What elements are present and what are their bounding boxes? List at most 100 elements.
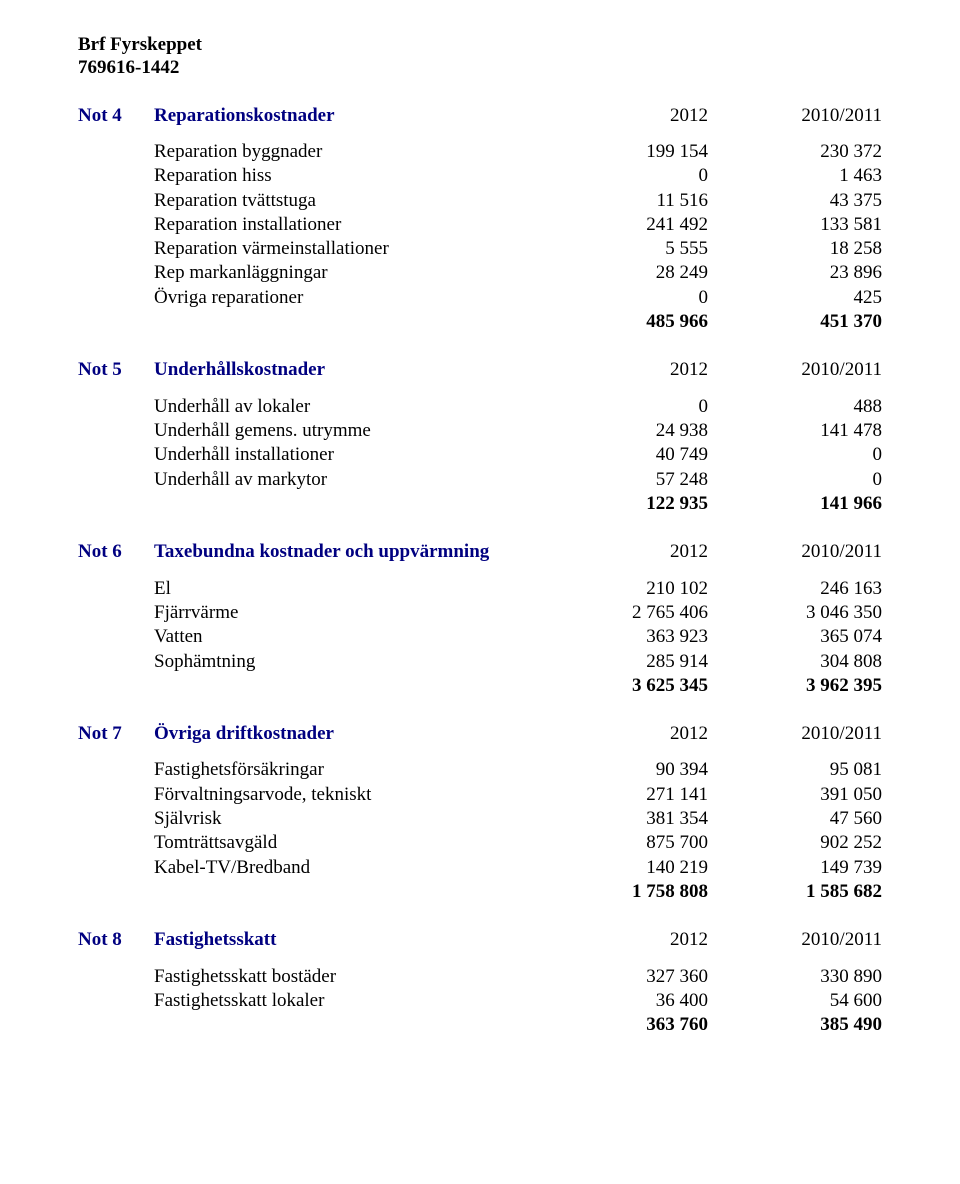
row-value-1: 40 749 [538, 443, 708, 467]
table-row: Reparation installationer241 492133 581 [78, 213, 882, 237]
row-label: Underhåll av markytor [154, 468, 538, 492]
note-section: Not 5Underhållskostnader20122010/2011 Und… [78, 358, 882, 516]
table-row: Självrisk381 35447 560 [78, 807, 882, 831]
row-value-2: 330 890 [708, 965, 882, 989]
row-value-1: 381 354 [538, 807, 708, 831]
row-value-1: 241 492 [538, 213, 708, 237]
row-value-2: 902 252 [708, 831, 882, 855]
row-value-1: 0 [538, 164, 708, 188]
total-value-1: 122 935 [538, 492, 708, 516]
total-label [154, 1013, 538, 1037]
total-value-1: 485 966 [538, 310, 708, 334]
row-label: Reparation byggnader [154, 140, 538, 164]
row-label: Fastighetsskatt bostäder [154, 965, 538, 989]
notes-container: Not 4Reparationskostnader20122010/2011 Re… [78, 104, 882, 1038]
row-value-2: 304 808 [708, 650, 882, 674]
row-value-2: 18 258 [708, 237, 882, 261]
note-col-spacer [78, 831, 154, 855]
total-value-1: 3 625 345 [538, 674, 708, 698]
note-col-spacer [78, 807, 154, 831]
note-col-spacer [78, 650, 154, 674]
row-value-1: 36 400 [538, 989, 708, 1013]
row-label: Fastighetsskatt lokaler [154, 989, 538, 1013]
table-row: Fastighetsskatt bostäder327 360330 890 [78, 965, 882, 989]
table-row: Fastighetsskatt lokaler36 40054 600 [78, 989, 882, 1013]
row-value-2: 95 081 [708, 758, 882, 782]
table-row: Förvaltningsarvode, tekniskt271 141391 0… [78, 783, 882, 807]
note-col-spacer [78, 965, 154, 989]
row-label: Förvaltningsarvode, tekniskt [154, 783, 538, 807]
row-value-1: 24 938 [538, 419, 708, 443]
total-label [154, 880, 538, 904]
table-row: Reparation värmeinstallationer5 55518 25… [78, 237, 882, 261]
table-row: Sophämtning285 914304 808 [78, 650, 882, 674]
table-row: Vatten363 923365 074 [78, 625, 882, 649]
row-value-2: 149 739 [708, 856, 882, 880]
row-value-1: 2 765 406 [538, 601, 708, 625]
note-col-spacer [78, 419, 154, 443]
note-col-spacer [78, 880, 154, 904]
row-label: Underhåll installationer [154, 443, 538, 467]
row-label: Reparation värmeinstallationer [154, 237, 538, 261]
note-header-row: Not 8Fastighetsskatt20122010/2011 [78, 928, 882, 952]
note-col-spacer [78, 140, 154, 164]
total-label [154, 492, 538, 516]
total-row: 1 758 8081 585 682 [78, 880, 882, 904]
total-value-2: 385 490 [708, 1013, 882, 1037]
table-row: Rep markanläggningar28 24923 896 [78, 261, 882, 285]
note-col-spacer [78, 164, 154, 188]
row-label: Reparation hiss [154, 164, 538, 188]
row-value-1: 363 923 [538, 625, 708, 649]
row-value-1: 28 249 [538, 261, 708, 285]
row-value-1: 5 555 [538, 237, 708, 261]
total-row: 485 966451 370 [78, 310, 882, 334]
table-row: Underhåll av markytor57 2480 [78, 468, 882, 492]
total-label [154, 310, 538, 334]
note-id: Not 4 [78, 104, 154, 128]
row-label: Fjärrvärme [154, 601, 538, 625]
row-value-1: 271 141 [538, 783, 708, 807]
note-col-spacer [78, 625, 154, 649]
note-header-row: Not 4Reparationskostnader20122010/2011 [78, 104, 882, 128]
column-header-2: 2010/2011 [708, 104, 882, 128]
row-value-2: 365 074 [708, 625, 882, 649]
note-col-spacer [78, 783, 154, 807]
column-header-2: 2010/2011 [708, 928, 882, 952]
row-value-2: 141 478 [708, 419, 882, 443]
note-title: Taxebundna kostnader och uppvärmning [154, 540, 538, 564]
table-row: Fjärrvärme2 765 4063 046 350 [78, 601, 882, 625]
row-value-1: 90 394 [538, 758, 708, 782]
note-section: Not 6Taxebundna kostnader och uppvärmnin… [78, 540, 882, 698]
row-value-2: 1 463 [708, 164, 882, 188]
row-label: Underhåll gemens. utrymme [154, 419, 538, 443]
column-header-2: 2010/2011 [708, 358, 882, 382]
row-value-2: 488 [708, 395, 882, 419]
note-section: Not 4Reparationskostnader20122010/2011 Re… [78, 104, 882, 335]
table-row: Underhåll gemens. utrymme24 938141 478 [78, 419, 882, 443]
row-value-1: 0 [538, 286, 708, 310]
column-header-1: 2012 [538, 104, 708, 128]
total-value-1: 1 758 808 [538, 880, 708, 904]
note-col-spacer [78, 443, 154, 467]
row-label: Självrisk [154, 807, 538, 831]
row-label: Reparation installationer [154, 213, 538, 237]
row-value-2: 47 560 [708, 807, 882, 831]
note-col-spacer [78, 213, 154, 237]
row-value-1: 327 360 [538, 965, 708, 989]
row-label: Rep markanläggningar [154, 261, 538, 285]
note-title: Fastighetsskatt [154, 928, 538, 952]
note-col-spacer [78, 758, 154, 782]
note-id: Not 6 [78, 540, 154, 564]
row-value-2: 133 581 [708, 213, 882, 237]
note-col-spacer [78, 492, 154, 516]
note-col-spacer [78, 989, 154, 1013]
note-col-spacer [78, 261, 154, 285]
note-col-spacer [78, 674, 154, 698]
note-header-row: Not 7Övriga driftkostnader20122010/2011 [78, 722, 882, 746]
total-label [154, 674, 538, 698]
note-header-row: Not 5Underhållskostnader20122010/2011 [78, 358, 882, 382]
note-col-spacer [78, 1013, 154, 1037]
total-value-2: 451 370 [708, 310, 882, 334]
row-value-1: 140 219 [538, 856, 708, 880]
row-value-2: 54 600 [708, 989, 882, 1013]
